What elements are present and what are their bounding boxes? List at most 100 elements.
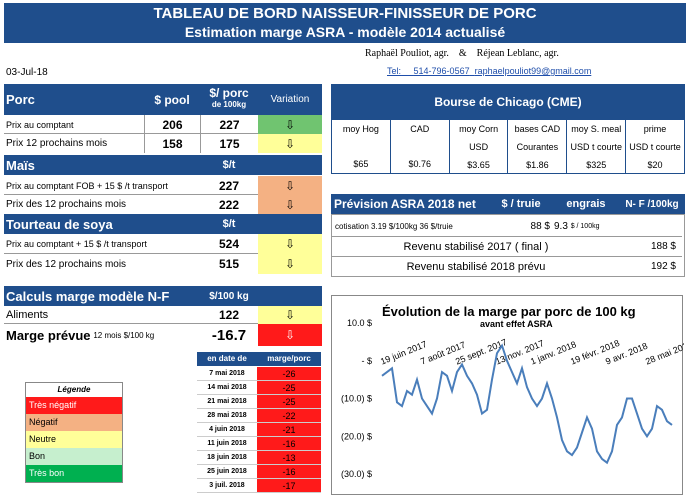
prevision-header: Prévision ASRA 2018 net $ / truie engrai…	[331, 194, 685, 214]
legend: Légende Très négatif Négatif Neutre Bon …	[25, 382, 123, 483]
soya-rows: Prix au comptant + 15 $ /t transport 524…	[4, 234, 322, 274]
cme-header: Bourse de Chicago (CME)	[331, 84, 685, 119]
cme-col-value: $20	[647, 160, 663, 170]
calculs-header: Calculs marge modèle N-F $/100 kg	[4, 286, 322, 306]
cme-col-unit: USD	[469, 142, 489, 152]
soya-row-12mois: Prix des 12 prochains mois 515 ⇩	[4, 254, 322, 274]
rev2018-value: 192 $	[620, 256, 682, 276]
row-label: Prix des 12 prochains mois	[6, 199, 127, 210]
y-tick-label: 10.0 $	[347, 318, 372, 328]
down-arrow-icon: ⇩	[258, 134, 322, 153]
porc-rows: Prix au comptant 206 227 ⇩ Prix 12 proch…	[4, 115, 322, 153]
report-date: 03-Jul-18	[6, 67, 48, 78]
history-value: -16	[257, 437, 321, 450]
cme-col: moy Hog $65	[332, 120, 390, 173]
rev2017-value: 188 $	[620, 236, 682, 256]
marge-row: Marge prévue 12 mois $/100 kg -16.7 ⇩	[4, 324, 322, 346]
porc-value: 227	[200, 115, 258, 134]
cme-col: bases CAD Courantes $1.86	[507, 120, 566, 173]
history-row: 21 mai 2018 -25	[197, 395, 321, 409]
row-label: Prix au comptant	[6, 119, 74, 130]
history-row: 3 juil. 2018 -17	[197, 479, 321, 493]
aliments-label: Aliments	[6, 309, 49, 321]
mais-row-12mois: Prix des 12 prochains mois 222 ⇩	[4, 195, 322, 214]
history-value: -22	[257, 409, 321, 422]
history-date: 21 mai 2018	[207, 398, 247, 405]
prevision-title: Prévision ASRA 2018 net	[334, 197, 476, 211]
soya-col: $/t	[222, 218, 236, 230]
title-line2: Estimation marge ASRA - modèle 2014 actu…	[184, 24, 506, 40]
cme-col-unit	[332, 138, 390, 155]
y-tick-label: (20.0) $	[341, 431, 372, 441]
cme-col-value: $325	[586, 160, 607, 170]
history-table: 7 mai 2018 -26 14 mai 2018 -25 21 mai 2018 -2…	[197, 367, 321, 493]
cme-col-header: moy Corn	[459, 124, 499, 134]
y-tick-label: - $	[361, 356, 372, 366]
cme-title: Bourse de Chicago (CME)	[434, 94, 582, 109]
history-header: en date de marge/porc	[197, 352, 321, 366]
engrais-value: 9.3	[554, 220, 568, 232]
email-link[interactable]: raphaelpouliot99@gmail.com	[474, 66, 592, 76]
history-row: 4 juin 2018 -21	[197, 423, 321, 437]
porc-label: Porc	[6, 92, 35, 107]
porc-row-12mois: Prix 12 prochains mois 158 175 ⇩	[4, 134, 322, 153]
marge-sub: 12 mois $/100 kg	[93, 330, 155, 340]
row-label: Prix au comptant + 15 $ /t transport	[6, 239, 147, 249]
rev2017-label: Revenu stabilisé 2017 ( final )	[332, 236, 620, 256]
history-row: 7 mai 2018 -26	[197, 367, 321, 381]
tel-link[interactable]: 514-796-0567	[413, 66, 470, 76]
chart-title: Évolution de la marge par porc de 100 kg	[382, 304, 636, 319]
x-tick-label: 28 mai 2018	[644, 339, 684, 367]
mais-value: 227	[218, 178, 240, 193]
legend-negative: Négatif	[26, 414, 122, 431]
calculs-rows: Aliments 122 ⇩ Marge prévue 12 mois $/10…	[4, 306, 322, 346]
history-value: -25	[257, 395, 321, 408]
history-value: -26	[257, 367, 321, 380]
legend-very-good: Très bon	[26, 465, 122, 482]
legend-good: Bon	[26, 448, 122, 465]
history-row: 18 juin 2018 -13	[197, 451, 321, 465]
margin-series-line	[381, 343, 673, 465]
rev2018-label: Revenu stabilisé 2018 prévu	[332, 256, 620, 276]
history-date: 28 mai 2018	[207, 412, 247, 419]
mais-value: 222	[218, 197, 240, 212]
y-tick-label: (30.0) $	[341, 469, 372, 479]
down-arrow-icon: ⇩	[258, 324, 322, 346]
cme-col-header: moy S. meal	[571, 124, 622, 134]
soya-label: Tourteau de soya	[6, 216, 113, 232]
cme-col-value: $1.86	[526, 160, 549, 170]
aliments-value: 122	[218, 308, 240, 322]
cme-col: CAD $0.76	[389, 120, 449, 173]
title-line1: TABLEAU DE BORD NAISSEUR-FINISSEUR DE PO…	[153, 5, 537, 22]
history-date: 25 juin 2018	[207, 468, 247, 475]
engrais-unit: $ / 100kg	[570, 222, 600, 230]
soya-row-comptant: Prix au comptant + 15 $ /t transport 524…	[4, 234, 322, 254]
row-label: Prix 12 prochains mois	[6, 138, 108, 149]
history-col-marge: marge/porc	[267, 354, 311, 363]
cme-col-header: moy Hog	[342, 124, 379, 134]
history-row: 28 mai 2018 -22	[197, 409, 321, 423]
contact-line[interactable]: Tel: 514-796-0567 raphaelpouliot99@gmail…	[387, 66, 591, 76]
cme-grid: moy Hog $65 CAD $0.76 moy Corn USD $3.65 bases …	[331, 119, 685, 174]
history-date: 4 juin 2018	[209, 426, 245, 433]
history-value: -17	[257, 479, 321, 492]
marge-label: Marge prévue	[6, 327, 91, 343]
history-value: -16	[257, 465, 321, 478]
cme-col: moy Corn USD $3.65	[448, 120, 508, 173]
mais-header: Maïs $/t	[4, 155, 322, 175]
down-arrow-icon: ⇩	[258, 176, 322, 195]
cme-col: prime USD t courte $20	[625, 120, 684, 173]
cme-col-unit: Courantes	[516, 142, 559, 152]
calculs-label: Calculs marge modèle N-F	[6, 288, 170, 304]
margin-chart: Évolution de la marge par porc de 100 kg…	[331, 295, 684, 495]
title-banner: TABLEAU DE BORD NAISSEUR-FINISSEUR DE PO…	[4, 3, 686, 43]
row-label: Prix au comptant FOB + 15 $ /t transport	[6, 180, 168, 191]
history-date: 18 juin 2018	[207, 454, 247, 461]
prevision-col-nf: N- F /100kg	[625, 198, 679, 210]
history-value: -13	[257, 451, 321, 464]
pool-value: 206	[144, 115, 200, 134]
porc-col-porc: $/ porc de 100kg	[200, 86, 258, 109]
history-col-date: en date de	[207, 354, 247, 363]
porc-col-variation: Variation	[270, 94, 310, 105]
history-date: 14 mai 2018	[207, 384, 247, 391]
